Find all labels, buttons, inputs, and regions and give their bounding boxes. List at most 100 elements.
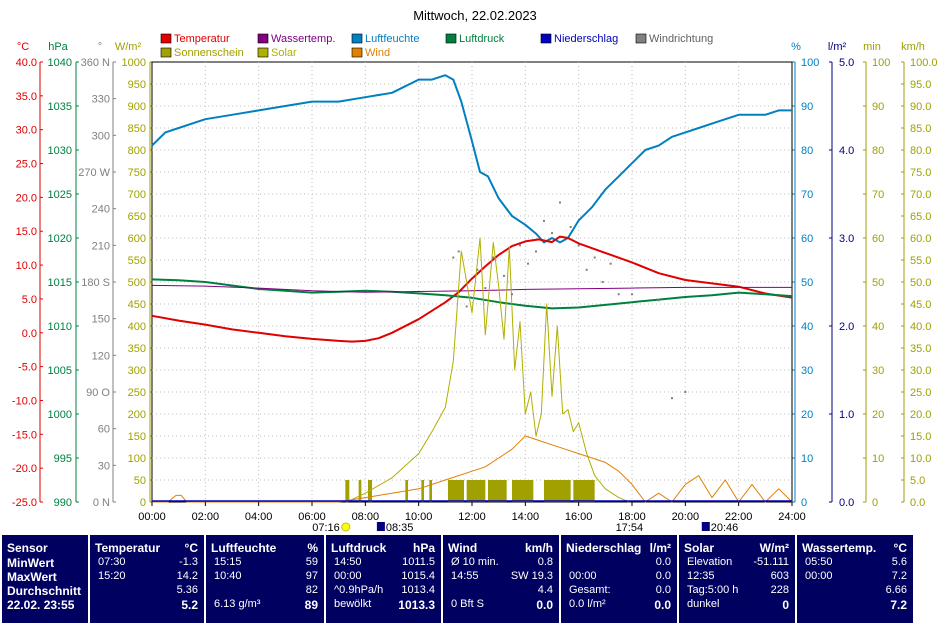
left-axes: °C 40.0 35.0 30.0 25.0 20.0 15.0 10.0 5.0 0.0 -5.0… (12, 41, 153, 509)
axis-tick-label: 75.0 (910, 167, 931, 179)
sunrise-time: 07:16 (312, 522, 340, 533)
axis-tick-label: 5.0 (910, 475, 925, 487)
axis-tick-label: 600 (128, 233, 146, 245)
axis-tick-label: 30.0 (910, 365, 931, 377)
summary-row-value: 603 (770, 570, 789, 582)
axis-tick-label: 70 (872, 189, 884, 201)
axis-tick-label: 0.0 (22, 328, 37, 340)
sunshine-bar (512, 480, 534, 502)
right-axes: %1009080706050403020100l/m²5.04.03.02.01… (791, 41, 937, 509)
axis-tick-label: 990 (54, 497, 72, 509)
summary-title: Luftdruck (331, 541, 387, 555)
axis-tick-label: 50 (801, 277, 813, 289)
wind-direction-point (657, 299, 660, 302)
summary-unit: l/m² (649, 541, 671, 555)
moonset-icon (701, 522, 710, 531)
axis-tick-label: 800 (128, 145, 146, 157)
summary-row-time: Gesamt: (569, 584, 611, 596)
axis-tick-label: 60.0 (910, 233, 931, 245)
wind-direction-point (559, 201, 561, 204)
axis-tick-label: 20.0 (910, 409, 931, 421)
axis-tick-label: 350 (128, 343, 146, 355)
summary-row-time: 6.13 g/m³ (214, 598, 261, 610)
wind-direction-point (503, 274, 505, 277)
axis-tick-label: 1005 (48, 365, 72, 377)
summary-row-value: 5.36 (176, 584, 198, 596)
axis-unit: ° (98, 41, 102, 53)
x-tick-label: 06:00 (298, 511, 326, 523)
summary-title: Wind (448, 541, 478, 555)
wind-direction-point (476, 268, 479, 271)
axis-tick-label: 90 (801, 101, 813, 113)
summary-row-value: 7.2 (891, 570, 907, 582)
series-line-temperatur (151, 235, 793, 343)
axis-tick-label: 2.0 (839, 321, 854, 333)
axis-unit: W/m² (115, 41, 142, 53)
summary-title: Luftfeuchte (211, 541, 277, 555)
axis-tick-label: 1000 (122, 57, 146, 69)
summary-row-time: Ø 10 min. (451, 556, 499, 568)
axis-tick-label: 300 (92, 130, 110, 142)
summary-row-value: 228 (770, 584, 789, 596)
axis-tick-label: 100 (872, 57, 890, 69)
series-line-luftfeuchte (151, 74, 792, 244)
summary-row-value: 1013.4 (401, 584, 435, 596)
axis-tick-label: 1.0 (839, 409, 854, 421)
summary-row-value: 5.2 (181, 598, 198, 612)
axis-tick-label: 35.0 (910, 343, 931, 355)
wind-direction-point (617, 293, 620, 296)
summary-row-time: bewölkt (334, 598, 372, 610)
summary-title: Temperatur (95, 541, 161, 555)
legend-label: Wind (365, 47, 390, 59)
wind-direction-point (511, 293, 513, 296)
summary-row-time: 10:40 (214, 570, 242, 582)
wind-direction-point (465, 305, 468, 308)
sunshine-bar (466, 480, 486, 502)
axis-tick-label: 700 (128, 189, 146, 201)
axis-tick-label: 5.0 (839, 57, 854, 69)
summary-row-value: 0.0 (655, 570, 671, 582)
summary-panel: Luftdruck hPa 14:50 1011.5 00:00 1015.4 ^0.9hP… (326, 535, 441, 623)
axis-tick-label: 330 (92, 94, 110, 106)
summary-row-time: 00:00 (334, 570, 362, 582)
axis-tick-label: 0 (140, 497, 146, 509)
axis-tick-label: 80.0 (910, 145, 931, 157)
axis-tick-label: 360 N (81, 57, 110, 69)
legend-swatch (160, 33, 172, 44)
legend-swatch (540, 33, 552, 44)
summary-row-label: Durchschnitt (7, 584, 82, 598)
axis-tick-label: 50 (134, 475, 146, 487)
x-tick-label: 04:00 (245, 511, 273, 523)
summary-row-time: 05:50 (805, 556, 833, 568)
summary-row-time: dunkel (687, 598, 720, 610)
wind-direction-point (684, 391, 687, 393)
axis-tick-label: 80 (872, 145, 884, 157)
x-tick-label: 00:00 (138, 511, 166, 523)
axis-tick-label: 30 (98, 460, 110, 472)
x-tick-label: 22:00 (725, 511, 753, 523)
legend-label: Wassertemp. (271, 33, 335, 45)
axis-tick-label: 250 (128, 387, 146, 399)
chart-title: Mittwoch, 22.02.2023 (413, 8, 537, 23)
summary-panel: Wassertemp. °C 05:50 5.6 00:00 7.2 6.66 7.2 (797, 535, 913, 623)
axis-tick-label: 0 N (93, 497, 110, 509)
sun-icon (341, 522, 351, 532)
summary-row-value: SW 19.3 (510, 570, 553, 582)
summary-row-value: 0 (782, 598, 789, 612)
summary-unit: °C (184, 541, 198, 555)
summary-table: Sensor MinWert MaxWert Durchschnitt 22.02. 2… (0, 533, 950, 625)
axis-tick-label: 20 (801, 409, 813, 421)
axis-tick-label: -10.0 (12, 395, 37, 407)
axis-tick-label: 1000 (48, 409, 72, 421)
legend-swatch (257, 47, 269, 58)
summary-row-time: 15:20 (98, 570, 126, 582)
axis-tick-label: 950 (128, 79, 146, 91)
axis-tick-label: -15.0 (12, 429, 37, 441)
axis-tick-label: 180 S (81, 277, 110, 289)
axis-tick-label: 40.0 (910, 321, 931, 333)
summary-row-time: ^0.9hPa/h (334, 584, 384, 596)
summary-unit: hPa (412, 541, 435, 555)
axis-tick-label: 150 (128, 431, 146, 443)
summary-row-value: 0.0 (654, 598, 671, 612)
x-tick-label: 14:00 (512, 511, 540, 523)
